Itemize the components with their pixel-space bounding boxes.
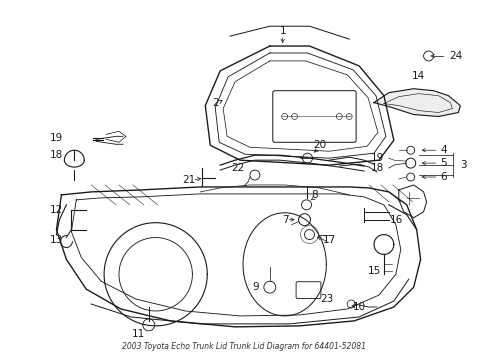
Text: 6: 6 — [439, 172, 446, 182]
Text: 10: 10 — [352, 302, 365, 312]
Text: 5: 5 — [439, 158, 446, 168]
Text: 11: 11 — [132, 329, 145, 339]
Text: 1: 1 — [279, 26, 285, 36]
Text: 13: 13 — [50, 234, 63, 244]
Text: 22: 22 — [231, 163, 244, 173]
Text: 20: 20 — [312, 140, 325, 150]
Polygon shape — [373, 89, 459, 117]
Text: 17: 17 — [322, 234, 335, 244]
Text: 9: 9 — [252, 282, 259, 292]
Text: 16: 16 — [389, 215, 403, 225]
Text: 21: 21 — [182, 175, 195, 185]
Text: 4: 4 — [439, 145, 446, 155]
Text: 14: 14 — [411, 71, 425, 81]
Text: 12: 12 — [50, 205, 63, 215]
Text: 2003 Toyota Echo Trunk Lid Trunk Lid Diagram for 64401-52081: 2003 Toyota Echo Trunk Lid Trunk Lid Dia… — [122, 342, 365, 351]
Text: 18: 18 — [369, 163, 383, 173]
Text: 7: 7 — [282, 215, 288, 225]
Text: 19: 19 — [50, 133, 63, 143]
Text: 23: 23 — [320, 294, 333, 304]
Text: 8: 8 — [310, 190, 317, 200]
Text: 3: 3 — [459, 160, 466, 170]
Text: 19: 19 — [369, 153, 383, 163]
Text: 24: 24 — [449, 51, 462, 61]
Text: 18: 18 — [50, 150, 63, 160]
Text: 2: 2 — [211, 98, 218, 108]
Text: 15: 15 — [366, 266, 380, 276]
